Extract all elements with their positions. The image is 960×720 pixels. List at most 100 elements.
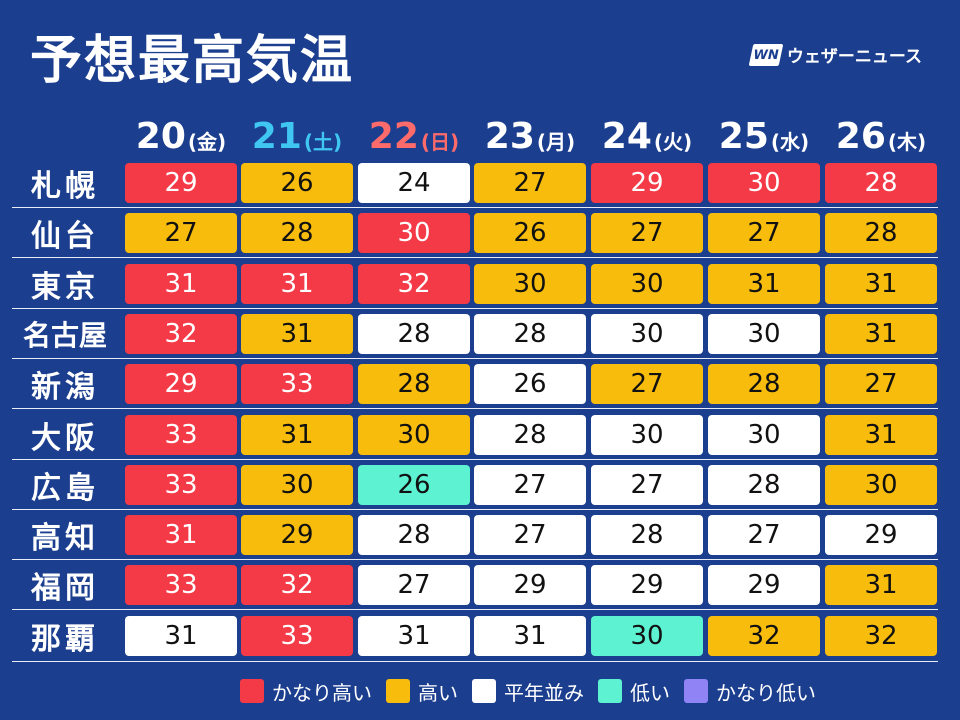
temperature-cell: 29 [591,565,703,606]
row-divider [12,609,938,611]
row-divider [12,408,938,410]
temperature-cell: 30 [591,615,703,656]
temperature-cell: 31 [825,565,937,606]
day-header: 20 (金) [125,110,237,156]
temperature-cell: 32 [708,615,820,656]
legend-item: 高い [386,677,458,706]
temperature-cell: 31 [241,414,353,455]
city-label: 福岡 [31,571,99,607]
temperature-cell: 31 [825,263,937,304]
day-header: 24 (火) [591,110,703,156]
legend-swatch-icon [386,679,410,703]
row-divider [12,257,938,259]
day-weekday: (土) [303,130,343,154]
temperature-cell: 29 [708,565,820,606]
temperature-cell: 31 [474,615,586,656]
temperature-cell: 31 [241,263,353,304]
temperature-cell: 30 [825,464,937,505]
page-title: 予想最高気温 [30,31,355,91]
day-weekday: (月) [536,130,576,154]
city-label: 名古屋 [22,318,107,352]
day-weekday: (日) [420,130,460,154]
day-weekday: (木) [887,130,927,154]
temperature-cell: 29 [474,565,586,606]
temperature-cell: 26 [241,163,353,203]
legend-item: 平年並み [472,677,584,706]
legend-item: かなり低い [684,677,816,706]
temperature-cell: 30 [708,313,820,354]
day-weekday: (金) [187,130,227,154]
temperature-cell: 31 [708,263,820,304]
legend-label: かなり高い [272,680,372,705]
temperature-cell: 27 [125,213,237,254]
temperature-cell: 32 [125,313,237,354]
temperature-cell: 33 [125,464,237,505]
legend: かなり高い 高い 平年並み 低い かなり低い [240,676,816,706]
city-label: 那覇 [31,621,99,657]
temperature-cell: 30 [708,414,820,455]
day-number: 25 [718,116,769,157]
day-header: 22 (日) [358,110,470,156]
temperature-cell: 31 [358,615,470,656]
temperature-cell: 29 [125,163,237,203]
legend-swatch-icon [472,679,496,703]
legend-swatch-icon [240,679,264,703]
temperature-cell: 32 [825,615,937,656]
row-divider [12,559,938,561]
day-weekday: (火) [653,130,693,154]
temperature-cell: 27 [358,565,470,606]
temperature-cell: 27 [591,364,703,405]
temperature-cell: 33 [125,565,237,606]
temperature-cell: 30 [358,414,470,455]
temperature-cell: 27 [474,515,586,556]
temperature-cell: 27 [474,464,586,505]
row-divider [12,207,938,208]
temperature-cell: 29 [241,515,353,556]
temperature-cell: 30 [591,414,703,455]
temperature-cell: 31 [241,313,353,354]
legend-label: かなり低い [716,680,816,705]
legend-item: 低い [598,677,670,706]
temperature-cell: 29 [125,364,237,405]
temperature-cell: 32 [241,565,353,606]
day-header: 21 (土) [241,110,353,156]
temperature-cell: 31 [125,515,237,556]
temperature-cell: 27 [591,464,703,505]
temperature-cell: 27 [708,515,820,556]
brand-name: ウェザーニュース [786,47,922,67]
city-label: 高知 [31,521,99,557]
day-number: 21 [251,116,302,157]
day-header: 25 (水) [708,110,820,156]
temperature-cell: 33 [125,414,237,455]
day-header: 23 (月) [474,110,586,156]
temperature-cell: 28 [358,515,470,556]
table-bottom-divider [12,660,938,662]
day-number: 20 [135,116,186,157]
temperature-cell: 31 [825,313,937,354]
temperature-cell: 29 [591,163,703,203]
legend-label: 平年並み [504,680,584,705]
temperature-cell: 28 [591,515,703,556]
temperature-cell: 28 [474,313,586,354]
legend-label: 低い [630,680,670,705]
temperature-cell: 31 [125,263,237,304]
row-divider [12,307,938,309]
day-number: 26 [835,116,886,157]
row-divider [12,458,938,460]
day-header: 26 (木) [825,110,937,156]
legend-swatch-icon [598,679,622,703]
temperature-cell: 33 [241,364,353,405]
day-number: 22 [368,116,419,157]
city-label: 札幌 [31,169,99,204]
city-label: 東京 [31,269,99,305]
temperature-cell: 30 [591,313,703,354]
temperature-cell: 33 [241,615,353,656]
temperature-cell: 27 [825,364,937,405]
temperature-cell: 28 [825,213,937,254]
temperature-cell: 30 [591,263,703,304]
temperature-cell: 28 [708,464,820,505]
temperature-cell: 32 [358,263,470,304]
temperature-cell: 29 [825,515,937,556]
row-divider [12,357,938,359]
